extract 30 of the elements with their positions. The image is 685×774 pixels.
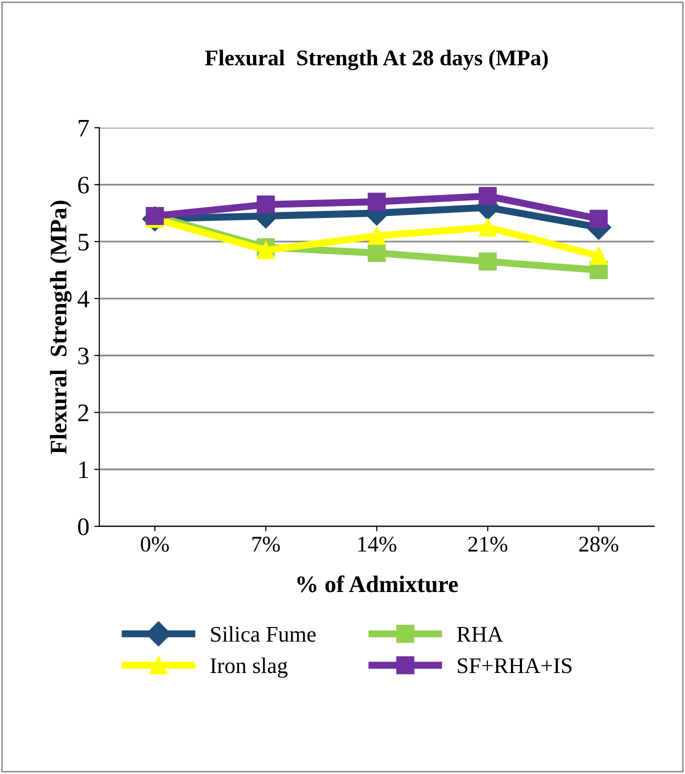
y-tick-label: 6 bbox=[78, 176, 89, 194]
legend-label: Iron slag bbox=[210, 658, 288, 678]
point bbox=[256, 196, 275, 214]
point bbox=[590, 246, 608, 265]
point bbox=[368, 192, 386, 211]
x-tick-label: 21% bbox=[468, 536, 508, 552]
x-tick-label: 28% bbox=[579, 536, 618, 552]
y-tick-label: 0 bbox=[78, 518, 89, 536]
x-axis-title: % of Admixture bbox=[297, 575, 458, 592]
point bbox=[368, 226, 386, 245]
y-axis-title: Flexural Strength (MPa) bbox=[50, 200, 72, 454]
chart-title: Flexural Strength At 28 days (MPa) bbox=[205, 50, 548, 70]
legend-label: Silica Fume bbox=[211, 626, 316, 642]
point bbox=[590, 210, 608, 228]
x-tick-label: 14% bbox=[358, 536, 396, 552]
point bbox=[478, 187, 497, 206]
y-tick-label: 7 bbox=[78, 120, 89, 136]
y-tick-label: 2 bbox=[78, 404, 88, 422]
x-tick-label: 7% bbox=[252, 536, 280, 552]
y-tick-label: 4 bbox=[78, 290, 90, 308]
x-tick-label: 0% bbox=[140, 536, 169, 552]
point bbox=[478, 252, 497, 271]
point bbox=[368, 244, 386, 262]
point bbox=[478, 218, 497, 236]
y-tick-label: 3 bbox=[78, 348, 89, 364]
y-tick-label: 5 bbox=[78, 234, 89, 251]
legend-label: SF+RHA+IS bbox=[458, 658, 572, 674]
legend-label: RHA bbox=[457, 626, 504, 642]
y-tick-label: 1 bbox=[79, 462, 88, 478]
point bbox=[256, 241, 275, 260]
